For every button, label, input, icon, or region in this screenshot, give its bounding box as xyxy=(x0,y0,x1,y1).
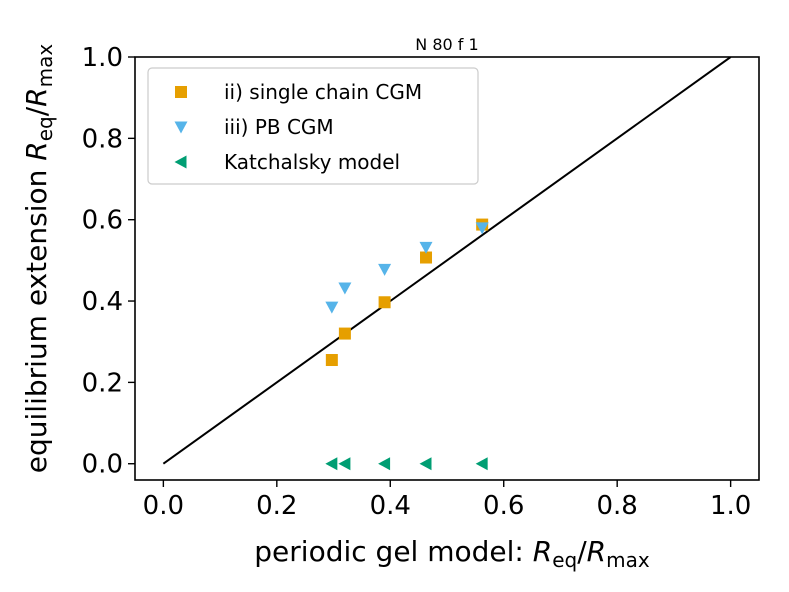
y-tick-label: 0.8 xyxy=(82,124,123,154)
x-tick-label: 0.2 xyxy=(256,491,297,521)
label-part: / xyxy=(577,535,587,568)
label-part: R xyxy=(587,535,606,568)
legend-label: iii) PB CGM xyxy=(224,115,334,139)
x-tick-label: 0.0 xyxy=(143,491,184,521)
legend: ii) single chain CGM iii) PB CGM Katchalsk… xyxy=(147,67,479,185)
legend-item-iii-pb-cgm: iii) PB CGM xyxy=(174,115,334,139)
data-point xyxy=(419,241,433,254)
chart-title: N 80 f 1 xyxy=(415,35,478,54)
legend-label: Katchalsky model xyxy=(224,150,400,174)
legend-item-ii-single-chain-cgm: ii) single chain CGM xyxy=(175,80,422,104)
data-point xyxy=(325,301,339,314)
data-point xyxy=(475,222,489,235)
data-point xyxy=(325,457,338,471)
label-part: R xyxy=(533,535,552,568)
legend-marker xyxy=(175,86,187,98)
y-tick-label: 0.2 xyxy=(82,368,123,398)
axes-frame xyxy=(134,56,760,481)
label-part: R xyxy=(20,141,53,160)
data-point xyxy=(378,263,392,276)
x-tick-label: 0.6 xyxy=(483,491,524,521)
data-point xyxy=(325,354,338,367)
label-part: max xyxy=(606,548,650,572)
data-point xyxy=(378,296,391,309)
x-tick-label: 0.4 xyxy=(370,491,411,521)
y-tick-label: 1.0 xyxy=(82,43,123,73)
data-point xyxy=(338,327,351,340)
legend-label: ii) single chain CGM xyxy=(224,80,422,104)
legend-box xyxy=(147,67,479,185)
legend-marker xyxy=(174,121,188,134)
y-tick-label: 0.4 xyxy=(82,287,123,317)
reference-line xyxy=(162,57,732,465)
label-part: eq xyxy=(33,116,57,141)
y-tick-label: 0.6 xyxy=(82,206,123,236)
axes: 0.0 0.2 0.4 0.6 0.8 1.0 0.0 0.2 0.4 0.6 0.8 1.0 peri… xyxy=(20,43,760,572)
label-part: max xyxy=(33,44,57,88)
legend-item-katchalsky-model: Katchalsky model xyxy=(174,150,400,174)
y-axis-label: equilibrium extension Req/Rmax xyxy=(20,44,57,474)
label-part: R xyxy=(20,87,53,106)
label-part: eq xyxy=(552,548,577,572)
series-ii-single-chain-cgm xyxy=(325,218,489,367)
label-part: periodic gel model: xyxy=(254,535,532,568)
data-point xyxy=(338,457,351,471)
label-part: equilibrium extension xyxy=(20,161,53,473)
data-point xyxy=(378,457,391,471)
label-part: / xyxy=(20,106,53,116)
series-katchalsky-model xyxy=(325,457,488,471)
x-tick-label: 1.0 xyxy=(710,491,751,521)
data-point xyxy=(338,282,352,295)
data-point xyxy=(419,457,432,471)
y-tick-label: 0.0 xyxy=(82,450,123,480)
data-point xyxy=(475,457,488,471)
x-axis-label: periodic gel model: Req/Rmax xyxy=(254,535,650,572)
data-point xyxy=(420,251,433,264)
series-iii-pb-cgm xyxy=(325,222,489,314)
plot-area xyxy=(162,57,732,471)
x-tick-label: 0.8 xyxy=(597,491,638,521)
legend-marker xyxy=(174,155,187,169)
